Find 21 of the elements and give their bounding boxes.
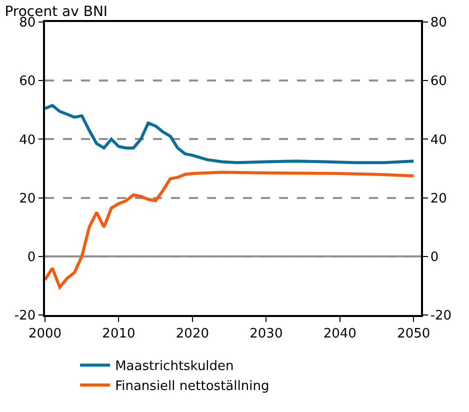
y-tick-label: 20 [19, 191, 36, 206]
y2-tick-label: 80 [430, 16, 447, 31]
x-tick-label: 2030 [250, 326, 283, 342]
legend-label: Finansiell nettoställning [115, 379, 270, 394]
x-tick-label: 2040 [323, 326, 356, 342]
x-tick-label: 2000 [28, 326, 62, 342]
x-tick-label: 2020 [176, 326, 209, 342]
y2-tick-label: 60 [430, 74, 447, 90]
y2-tick-label: -20 [430, 308, 452, 324]
x-tick-label: 2050 [397, 326, 430, 342]
legend-label: Maastrichtskulden [115, 359, 234, 374]
y2-tick-label: 20 [430, 191, 447, 206]
y-tick-label: 40 [19, 132, 36, 148]
y-tick-label: -20 [14, 308, 36, 324]
y2-tick-label: 40 [430, 132, 447, 148]
y2-tick-label: 0 [430, 250, 439, 265]
y-tick-label: 60 [19, 74, 36, 90]
y-tick-label: 0 [27, 250, 36, 265]
x-tick-label: 2010 [102, 326, 136, 342]
line-series [45, 104, 416, 164]
line-series [45, 170, 416, 289]
